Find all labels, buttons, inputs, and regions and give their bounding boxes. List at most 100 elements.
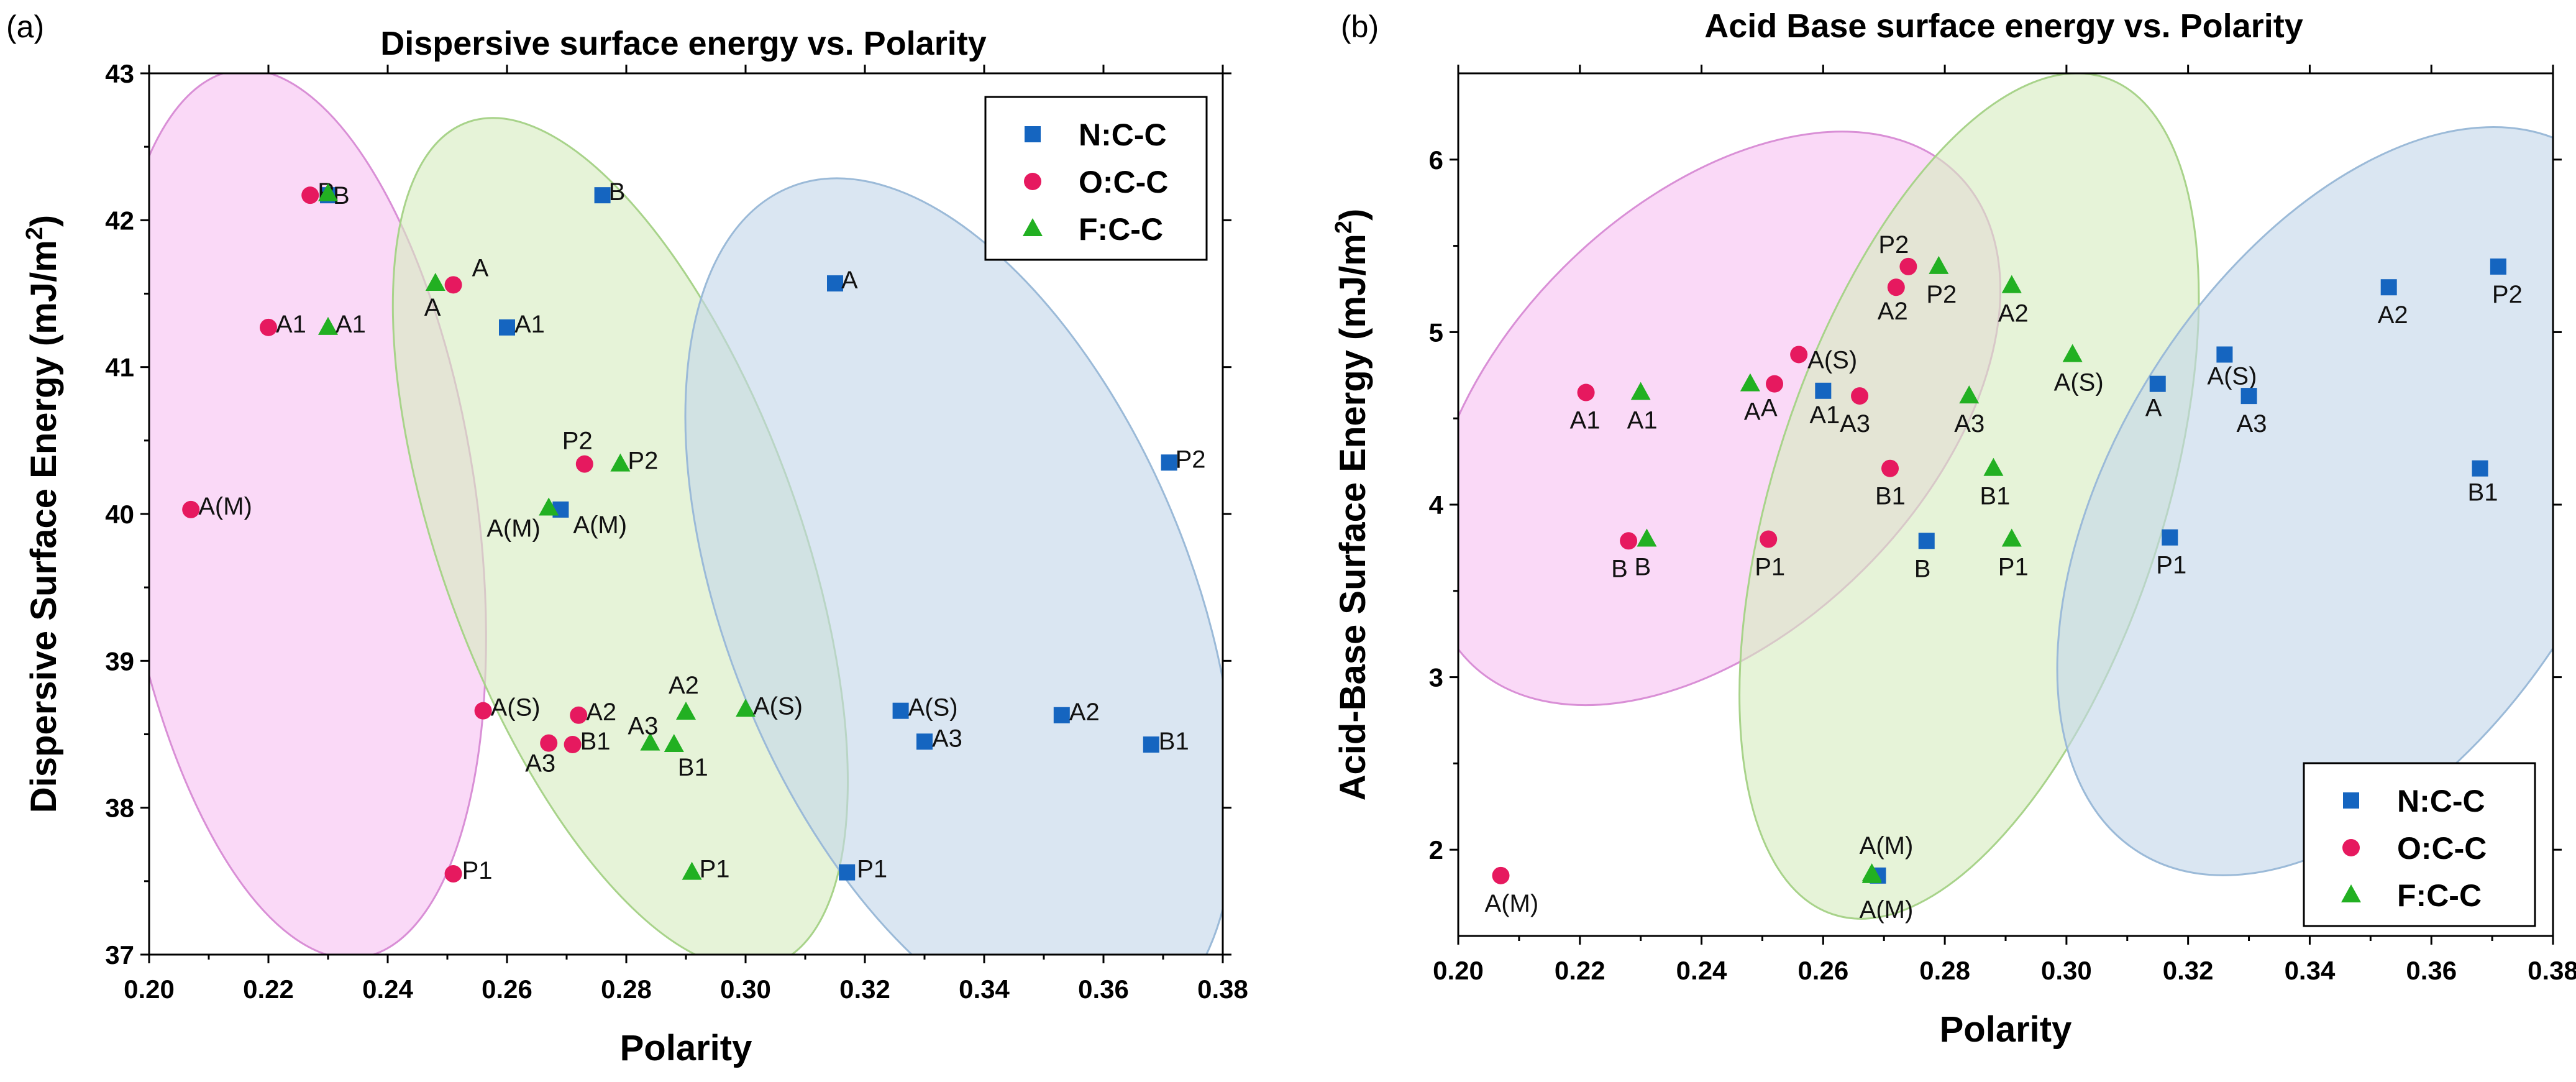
y-tick-label: 5 [1429, 318, 1443, 347]
data-point [640, 732, 660, 751]
data-point [182, 500, 200, 518]
data-point [2149, 375, 2166, 392]
x-tick-label: 0.32 [839, 974, 890, 1004]
point-label: A3 [1954, 410, 1985, 438]
data-point [2062, 344, 2083, 362]
point-label: P2 [562, 428, 593, 455]
data-point [1766, 375, 1784, 393]
data-point [1143, 736, 1159, 753]
data-point [2472, 460, 2488, 477]
legend-entry: O:C-C [1079, 165, 1168, 199]
legend-marker [2343, 792, 2359, 809]
data-point [1861, 864, 1882, 883]
data-point [474, 702, 492, 720]
chart-panel-a: 0.20 0.22 0.24 0.26 0.28 0.30 0.32 0.34 0.36 0.38… [6, 9, 1248, 1068]
data-point [1577, 383, 1595, 401]
point-label: P2 [1878, 231, 1909, 259]
data-point [839, 864, 856, 881]
point-label: A(M) [1485, 890, 1539, 917]
legend: N:C-C O:C-C F:C-C [984, 96, 1208, 261]
data-point [318, 316, 338, 335]
series-f: P2 A2 A(S) A1 A A3 B1 B P1 A(M) A(M) [1627, 255, 2104, 924]
y-axis-title: Dispersive Surface Energy (mJ/m2) [22, 215, 64, 813]
legend-marker [1025, 126, 1041, 142]
x-tick-label: 0.22 [243, 974, 294, 1004]
point-label: B [1611, 555, 1628, 582]
data-point [1881, 459, 1899, 477]
data-point [1851, 387, 1869, 405]
cluster-ellipse-2 [2056, 126, 2553, 876]
point-label: A3 [525, 750, 555, 777]
legend-entry: N:C-C [2397, 784, 2485, 818]
data-point [1492, 866, 1510, 884]
x-tick-label: 0.38 [1197, 974, 1248, 1004]
x-tick-label: 0.32 [2163, 956, 2214, 985]
point-label: P1 [1755, 554, 1785, 581]
point-label: A(M) [1860, 896, 1914, 924]
point-label: A1 [276, 311, 306, 338]
data-point [1740, 373, 1760, 392]
point-label: A [472, 254, 489, 282]
data-point [892, 702, 909, 719]
y-tick-label: 37 [105, 940, 134, 970]
data-point [1161, 454, 1177, 471]
legend-box [984, 96, 1208, 261]
x-tick-label: 0.26 [1797, 956, 1848, 985]
point-label: A [424, 294, 441, 321]
x-tick-label: 0.30 [720, 974, 771, 1004]
data-point [2216, 346, 2233, 363]
y-axis-title: Acid-Base Surface Energy (mJ/m2) [1331, 209, 1373, 801]
point-label: A(S) [908, 694, 958, 722]
x-tick-label: 0.28 [1919, 956, 1970, 985]
data-point [444, 276, 462, 294]
data-point [570, 706, 588, 724]
x-tick-label: 0.24 [362, 974, 413, 1004]
point-label: B1 [1159, 728, 1189, 755]
y-tick-label: 39 [105, 646, 134, 676]
legend-marker [1023, 218, 1043, 236]
data-point [2162, 529, 2178, 546]
data-point [318, 183, 338, 201]
x-axis-title: Polarity [620, 1028, 752, 1068]
x-tick-label: 0.24 [1676, 956, 1727, 985]
data-point [916, 733, 933, 750]
legend-entry: N:C-C [1079, 117, 1167, 152]
data-point [1887, 278, 1905, 296]
series-n: B B A A1 P2 A(M) A(S) A2 A3 B1 P1 [320, 178, 1206, 883]
data-point [1929, 255, 1949, 274]
x-tick-label: 0.36 [2406, 956, 2457, 985]
y-tick-label: 4 [1429, 490, 1444, 520]
data-point [827, 275, 843, 291]
series-f: A A1 P2 A(M) A2 A(S) A3 B1 P1 [318, 183, 803, 883]
data-point [539, 497, 559, 516]
data-point [682, 861, 702, 880]
x-tick-label: 0.28 [601, 974, 652, 1004]
data-point [610, 453, 631, 472]
point-label: P2 [628, 447, 658, 475]
data-point [499, 319, 515, 336]
point-label: A(S) [2207, 362, 2257, 390]
y-tick-label: 40 [105, 500, 134, 529]
chart-title: Acid Base surface energy vs. Polarity [1704, 7, 2303, 45]
data-point [260, 318, 277, 336]
y-tick-label: 3 [1429, 663, 1443, 692]
point-label: B [333, 182, 350, 209]
point-label: B1 [678, 754, 708, 781]
data-point [1899, 257, 1917, 275]
data-point [1053, 707, 1070, 723]
point-label: B [1634, 554, 1651, 581]
data-point [1790, 346, 1808, 364]
cluster-ellipses [1458, 73, 2553, 920]
legend-marker [2342, 839, 2360, 856]
legend-entry: O:C-C [2397, 831, 2487, 866]
point-label: A2 [1878, 298, 1908, 325]
y-tick-label: 38 [105, 794, 134, 823]
data-point [1760, 530, 1778, 548]
y-tick-label: 6 [1429, 145, 1443, 175]
data-point [444, 865, 462, 883]
point-label: P2 [2492, 281, 2523, 308]
